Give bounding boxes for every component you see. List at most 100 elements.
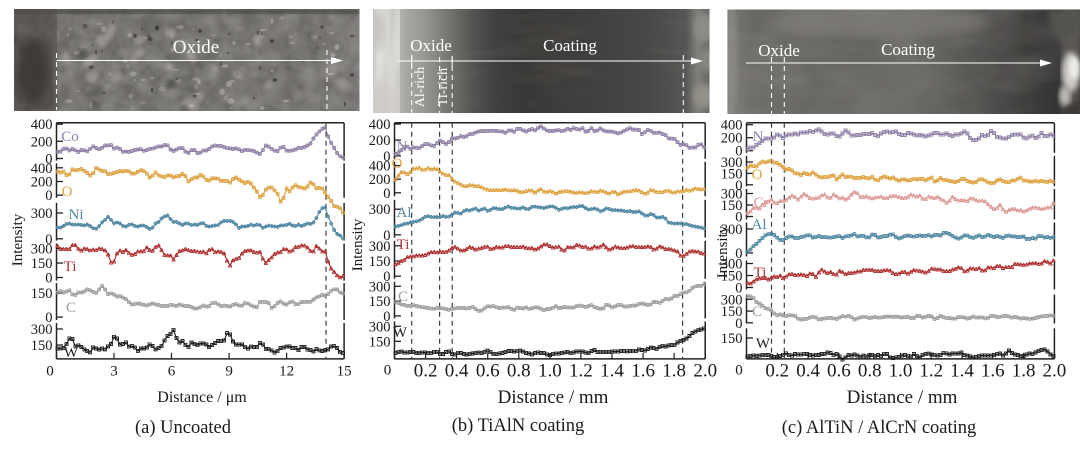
svg-text:12: 12 (279, 364, 294, 380)
svg-text:1.8: 1.8 (1012, 361, 1036, 382)
svg-text:0.4: 0.4 (796, 361, 820, 382)
svg-text:300: 300 (721, 155, 743, 171)
svg-text:150: 150 (721, 198, 743, 214)
svg-text:200: 200 (369, 172, 391, 188)
svg-text:Distance / mm: Distance / mm (847, 387, 958, 408)
svg-text:0: 0 (383, 269, 390, 285)
svg-text:200: 200 (721, 131, 743, 147)
svg-text:1.8: 1.8 (662, 361, 686, 382)
svg-text:300: 300 (369, 319, 391, 335)
svg-text:400: 400 (369, 159, 391, 175)
svg-text:150: 150 (721, 166, 743, 182)
svg-text:0: 0 (45, 152, 52, 168)
svg-text:0: 0 (735, 246, 742, 262)
svg-text:N: N (753, 129, 764, 145)
svg-text:1.2: 1.2 (569, 361, 593, 382)
svg-text:300: 300 (369, 202, 391, 218)
svg-text:W: W (64, 345, 79, 361)
svg-text:1.0: 1.0 (889, 361, 913, 382)
svg-text:Intensity: Intensity (350, 218, 366, 271)
svg-text:Al: Al (752, 217, 767, 233)
svg-text:C: C (398, 289, 408, 305)
svg-text:300: 300 (369, 239, 391, 255)
svg-text:300: 300 (31, 322, 53, 338)
svg-text:400: 400 (31, 117, 53, 133)
svg-text:0: 0 (46, 364, 54, 380)
svg-text:C: C (66, 300, 76, 316)
svg-text:0: 0 (45, 271, 52, 287)
svg-text:O: O (752, 167, 763, 183)
svg-text:300: 300 (721, 187, 743, 203)
svg-text:C: C (752, 304, 762, 320)
svg-text:O: O (392, 156, 403, 172)
svg-text:150: 150 (369, 334, 391, 350)
svg-text:Co: Co (61, 129, 79, 145)
svg-text:150: 150 (369, 294, 391, 310)
svg-text:Ti: Ti (397, 237, 410, 253)
svg-text:300: 300 (31, 242, 53, 258)
svg-text:400: 400 (721, 118, 743, 134)
svg-text:2.0: 2.0 (1043, 361, 1067, 382)
svg-text:0: 0 (383, 309, 390, 325)
svg-text:Intensity: Intensity (10, 213, 26, 266)
svg-text:1.4: 1.4 (950, 361, 974, 382)
svg-text:150: 150 (721, 331, 743, 347)
svg-text:150: 150 (31, 286, 53, 302)
svg-text:150: 150 (31, 256, 53, 272)
svg-text:2.0: 2.0 (693, 361, 717, 382)
svg-text:300: 300 (31, 206, 53, 222)
svg-text:0: 0 (384, 363, 392, 379)
svg-text:O: O (62, 184, 73, 200)
svg-text:0: 0 (45, 188, 52, 204)
svg-text:200: 200 (369, 133, 391, 149)
svg-text:300: 300 (721, 292, 743, 308)
svg-text:Ti: Ti (754, 265, 767, 281)
svg-text:N: N (397, 139, 408, 155)
svg-text:0.8: 0.8 (507, 361, 531, 382)
svg-text:Coating: Coating (881, 40, 935, 59)
svg-text:150: 150 (31, 338, 53, 354)
svg-text:1.0: 1.0 (538, 361, 562, 382)
svg-text:Oxide: Oxide (173, 37, 219, 58)
svg-text:400: 400 (31, 161, 53, 177)
svg-text:150: 150 (369, 254, 391, 270)
svg-text:0: 0 (735, 144, 742, 160)
svg-text:3: 3 (110, 364, 118, 380)
svg-text:Al: Al (397, 205, 412, 221)
svg-text:6: 6 (168, 364, 176, 380)
svg-text:Intensity: Intensity (715, 225, 731, 278)
svg-text:(a) Uncoated: (a) Uncoated (135, 418, 232, 438)
svg-text:0: 0 (383, 149, 390, 165)
svg-text:0: 0 (383, 186, 390, 202)
svg-text:(b) TiAlN coating: (b) TiAlN coating (452, 416, 585, 436)
svg-text:Cr: Cr (754, 195, 769, 211)
svg-text:400: 400 (369, 117, 391, 133)
svg-text:0: 0 (735, 281, 742, 297)
svg-text:300: 300 (369, 279, 391, 295)
svg-text:1.6: 1.6 (631, 361, 655, 382)
svg-text:(c) AlTiN / AlCrN coating: (c) AlTiN / AlCrN coating (782, 418, 977, 438)
svg-text:1.2: 1.2 (919, 361, 943, 382)
svg-text:150: 150 (721, 304, 743, 320)
svg-text:1.6: 1.6 (981, 361, 1005, 382)
svg-text:0: 0 (45, 232, 52, 248)
svg-text:Distance / mm: Distance / mm (498, 387, 609, 408)
svg-text:Oxide: Oxide (410, 36, 452, 55)
svg-text:0.4: 0.4 (445, 361, 469, 382)
svg-text:300: 300 (721, 222, 743, 238)
svg-text:Ni: Ni (69, 207, 84, 223)
svg-text:0: 0 (735, 363, 743, 379)
svg-text:W: W (393, 325, 408, 341)
svg-text:0.2: 0.2 (414, 361, 438, 382)
svg-text:15: 15 (337, 364, 352, 380)
svg-text:0.6: 0.6 (827, 361, 851, 382)
svg-text:200: 200 (31, 175, 53, 191)
svg-text:0: 0 (735, 178, 742, 194)
svg-text:0: 0 (735, 316, 742, 332)
svg-text:200: 200 (31, 134, 53, 150)
svg-text:W: W (756, 336, 771, 352)
svg-text:Distance / μm: Distance / μm (157, 389, 247, 406)
svg-text:0.6: 0.6 (476, 361, 500, 382)
svg-text:300: 300 (721, 257, 743, 273)
svg-text:0.8: 0.8 (858, 361, 882, 382)
